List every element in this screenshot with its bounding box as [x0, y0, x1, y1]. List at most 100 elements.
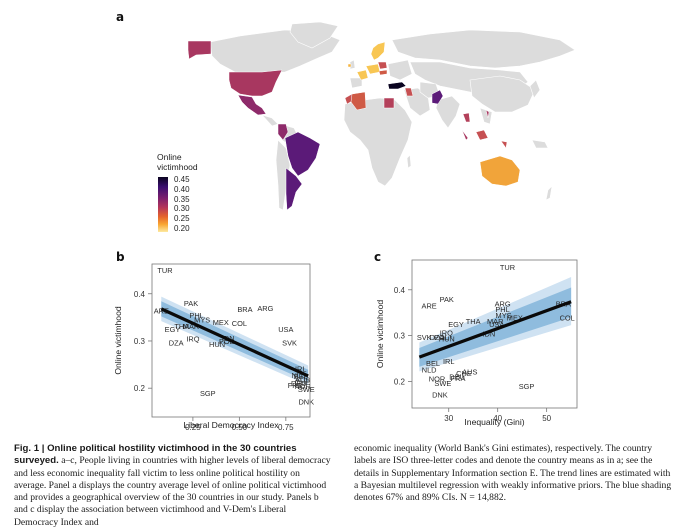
panel-b-point-label-swe: SWE [298, 385, 315, 394]
map-india [435, 95, 461, 129]
panel-b-point-label-bra: BRA [237, 305, 252, 314]
panel-c-point-label-sgp: SGP [519, 382, 535, 391]
panel-c-x-axis-label: Inequality (Gini) [464, 417, 524, 427]
panel-b-point-label-pak: PAK [184, 299, 198, 308]
legend-tick: 0.40 [174, 184, 190, 194]
map-malaysia [461, 129, 469, 141]
legend-tick: 0.25 [174, 214, 190, 224]
map-greenland [289, 21, 339, 49]
panel-c-ci67-band [419, 287, 572, 367]
panel-b-point-label-che: CHE [295, 378, 311, 387]
panel-b-point-label-deu: DEU [291, 379, 307, 388]
panel-c-point-label-are: ARE [422, 301, 437, 310]
panel-c-point-label-nld: NLD [422, 366, 437, 375]
legend-ticks: 0.45 0.40 0.35 0.30 0.25 0.20 [174, 175, 190, 234]
caption-title: Fig. 1 | Online political hostility vict… [14, 443, 297, 467]
map-scandinavia [370, 41, 386, 61]
panel-c-ytick-label: 0.3 [394, 332, 406, 341]
legend-tick: 0.30 [174, 204, 190, 214]
map-alaska [187, 40, 212, 60]
caption-left-body: a–c, People living in countries with hig… [14, 455, 331, 528]
panel-b-point-label-tur: TUR [157, 266, 172, 275]
panel-b-ytick-label: 0.2 [134, 384, 146, 393]
panel-c-point-label-tur: TUR [500, 263, 515, 272]
panel-c-point-label-aus: AUS [462, 367, 477, 376]
legend-color-bar [158, 177, 168, 232]
panel-b-point-label-pol: POL [219, 337, 234, 346]
panel-c-point-label-che: CHE [456, 369, 472, 378]
panel-c-point-label-fra: FRA [451, 374, 466, 383]
map-philippines [485, 109, 490, 119]
panel-b-point-label-svk: SVK [282, 338, 297, 347]
panel-c-point-label-phl: PHL [495, 305, 509, 314]
map-france [356, 69, 369, 81]
panel-c-ytick-label: 0.4 [394, 286, 406, 295]
map-indonesia [475, 129, 489, 141]
map-algeria [350, 91, 367, 111]
panel-b-point-label-arg: ARG [257, 304, 273, 313]
panel-c-point-label-col: COL [560, 313, 575, 322]
map-japan [529, 79, 541, 99]
map-eastern-europe [387, 59, 413, 81]
map-colombia [277, 123, 289, 141]
panel-b-x-axis-label: Liberal Democracy Index [183, 420, 279, 430]
panel-c-point-label-nor: NOR [429, 375, 445, 384]
panel-b-point-label-bel: BEL [294, 372, 308, 381]
panel-b-point-label-are: ARE [154, 306, 169, 315]
map-madagascar [406, 154, 412, 169]
panel-c-point-label-dza: DZA [430, 333, 445, 342]
panel-c-point-label-irq: IRQ [440, 328, 453, 337]
map-russia [391, 29, 576, 69]
panel-label-a: a [116, 10, 125, 24]
panel-c-point-label-dnk: DNK [432, 390, 448, 399]
map-china [469, 75, 536, 113]
legend-tick: 0.20 [174, 223, 190, 233]
map-new-zealand [545, 185, 553, 201]
panel-c-point-label-mex: MEX [507, 313, 523, 322]
panel-c-y-axis-label: Online victimhood [375, 300, 385, 369]
map-pakistan [431, 89, 444, 105]
caption-right-body: economic inequality (World Bank's Gini e… [354, 443, 672, 504]
map-papua [531, 139, 549, 149]
map-iraq [404, 87, 414, 97]
legend-title-line2: victimhood [157, 162, 198, 172]
panel-b-xtick-label: 0.75 [278, 423, 294, 432]
panel-c-xtick-label: 30 [444, 414, 453, 423]
panel-b-plot-frame [151, 263, 311, 418]
map-turkey [387, 81, 407, 90]
panel-b-point-label-egy: EGY [165, 325, 181, 334]
panel-b-point-label-nor: NOR [294, 382, 310, 391]
panel-c-trend-line [418, 300, 572, 359]
panel-b-point-label-mex: MEX [213, 318, 229, 327]
map-legend: Online victimhood 0.45 0.40 0.35 0.30 0.… [157, 152, 198, 233]
panel-b-point-label-nld: NLD [291, 371, 306, 380]
legend-tick: 0.35 [174, 194, 190, 204]
panel-c-plot-frame [411, 259, 578, 409]
panel-label-b: b [116, 250, 125, 264]
panel-c-point-label-pak: PAK [440, 295, 454, 304]
panel-c-point-label-egy: EGY [448, 320, 464, 329]
panel-c-point-label-tha: THA [466, 317, 481, 326]
panel-b-point-label-sgp: SGP [200, 389, 216, 398]
map-australia [479, 155, 521, 187]
panel-b-point-label-fra: FRA [288, 381, 303, 390]
map-thailand [462, 112, 471, 123]
panel-label-c: c [374, 250, 382, 264]
panel-c-point-label-irl: IRL [443, 357, 455, 366]
map-mexico [237, 94, 267, 116]
panel-c-point-label-hun: HUN [439, 334, 455, 343]
map-hungary [378, 69, 388, 76]
panel-b-point-label-aus: AUS [295, 376, 310, 385]
panel-c-point-label-deu: DEU [449, 372, 465, 381]
panel-c-xtick-label: 40 [493, 414, 502, 423]
map-peru-chile [275, 139, 291, 211]
panel-b-point-label-irq: IRQ [186, 335, 199, 344]
map-argentina [285, 167, 303, 211]
panel-c-ytick-label: 0.2 [394, 377, 406, 386]
panel-b-xtick-label: 0.50 [232, 423, 248, 432]
panel-b-point-label-dza: DZA [169, 338, 184, 347]
map-indonesia-east [500, 140, 508, 149]
caption-right: economic inequality (World Bank's Gini e… [354, 443, 674, 504]
panel-c-point-label-mar: MAR [487, 317, 503, 326]
